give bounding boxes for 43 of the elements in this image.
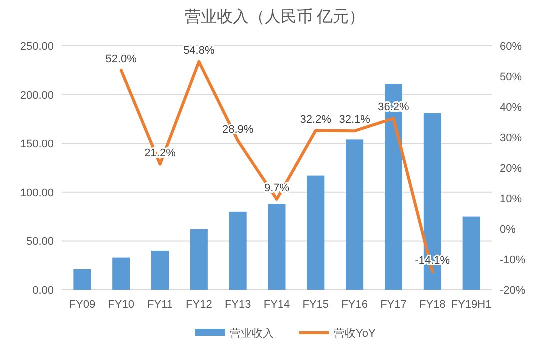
x-tick-label: FY11: [148, 299, 173, 311]
y2-tick-label: 50%: [500, 72, 522, 84]
x-tick-label: FY16: [342, 299, 368, 311]
y-tick-label: 250.00: [20, 41, 54, 53]
y2-tick-label: -10%: [500, 254, 526, 266]
x-tick-label: FY14: [264, 299, 290, 311]
data-label: 54.8%: [184, 44, 215, 57]
legend-label: 营业收入: [230, 327, 274, 340]
x-tick-label: FY18: [420, 299, 446, 311]
chart-title: 营业收入（人民币 亿元）: [184, 8, 366, 26]
bar: [229, 212, 247, 290]
y2-tick-label: 60%: [500, 41, 522, 53]
data-label: 32.1%: [339, 114, 371, 126]
x-tick-label: FY19H1: [451, 299, 492, 311]
bar: [268, 204, 286, 290]
data-label: 52.0%: [106, 53, 138, 66]
y-tick-label: 50.00: [26, 236, 54, 248]
bar: [307, 176, 325, 290]
bar: [74, 270, 92, 290]
y2-tick-label: 10%: [500, 194, 522, 206]
bar: [462, 216, 480, 290]
legend-label: 营收YoY: [334, 327, 376, 340]
y-tick-label: 200.00: [20, 90, 54, 102]
x-tick-label: FY09: [69, 299, 96, 311]
y2-tick-label: 20%: [500, 163, 522, 175]
y2-tick-label: -20%: [500, 285, 526, 297]
data-label: 32.2%: [300, 114, 332, 126]
bar: [346, 140, 364, 290]
y2-tick-label: 30%: [500, 132, 522, 144]
y-tick-label: 0.00: [32, 285, 54, 297]
bar: [190, 229, 208, 290]
bar: [152, 250, 170, 290]
x-tick-label: FY12: [186, 299, 212, 311]
bar: [112, 258, 130, 290]
y2-tick-label: 40%: [500, 102, 522, 114]
y-tick-label: 100.00: [20, 187, 54, 200]
x-tick-label: FY10: [108, 299, 134, 311]
x-tick-label: FY15: [302, 299, 330, 311]
x-tick-label: FY13: [224, 299, 252, 311]
data-label: -14.1%: [415, 255, 450, 268]
y2-tick-label: 0%: [500, 224, 516, 236]
y-tick-label: 150.00: [20, 138, 54, 151]
x-tick-label: FY17: [380, 299, 407, 311]
